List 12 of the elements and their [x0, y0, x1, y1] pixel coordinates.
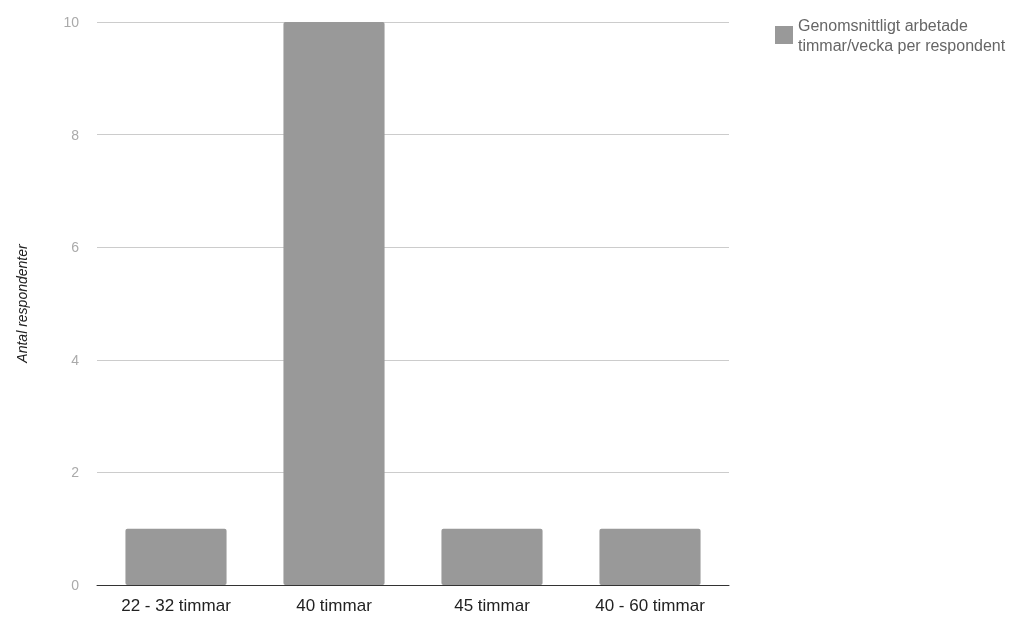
y-tick-label: 2 — [71, 464, 80, 481]
y-tick-label: 8 — [71, 126, 80, 143]
y-tick-label: 0 — [71, 577, 80, 593]
legend-label: Genomsnittligt arbetade timmar/vecka per respondent — [798, 16, 1006, 54]
y-tick-label: 10 — [63, 14, 80, 30]
x-tick-label: 45 timmar — [454, 596, 531, 615]
y-tick-label: 4 — [71, 351, 80, 368]
y-axis-title: Antal respondenter — [14, 243, 30, 364]
y-tick-label: 6 — [71, 239, 80, 256]
x-tick-label: 40 - 60 timmar — [595, 596, 706, 615]
x-tick-label: 40 timmar — [296, 596, 373, 615]
x-tick-label: 22 - 32 timmar — [121, 596, 232, 615]
